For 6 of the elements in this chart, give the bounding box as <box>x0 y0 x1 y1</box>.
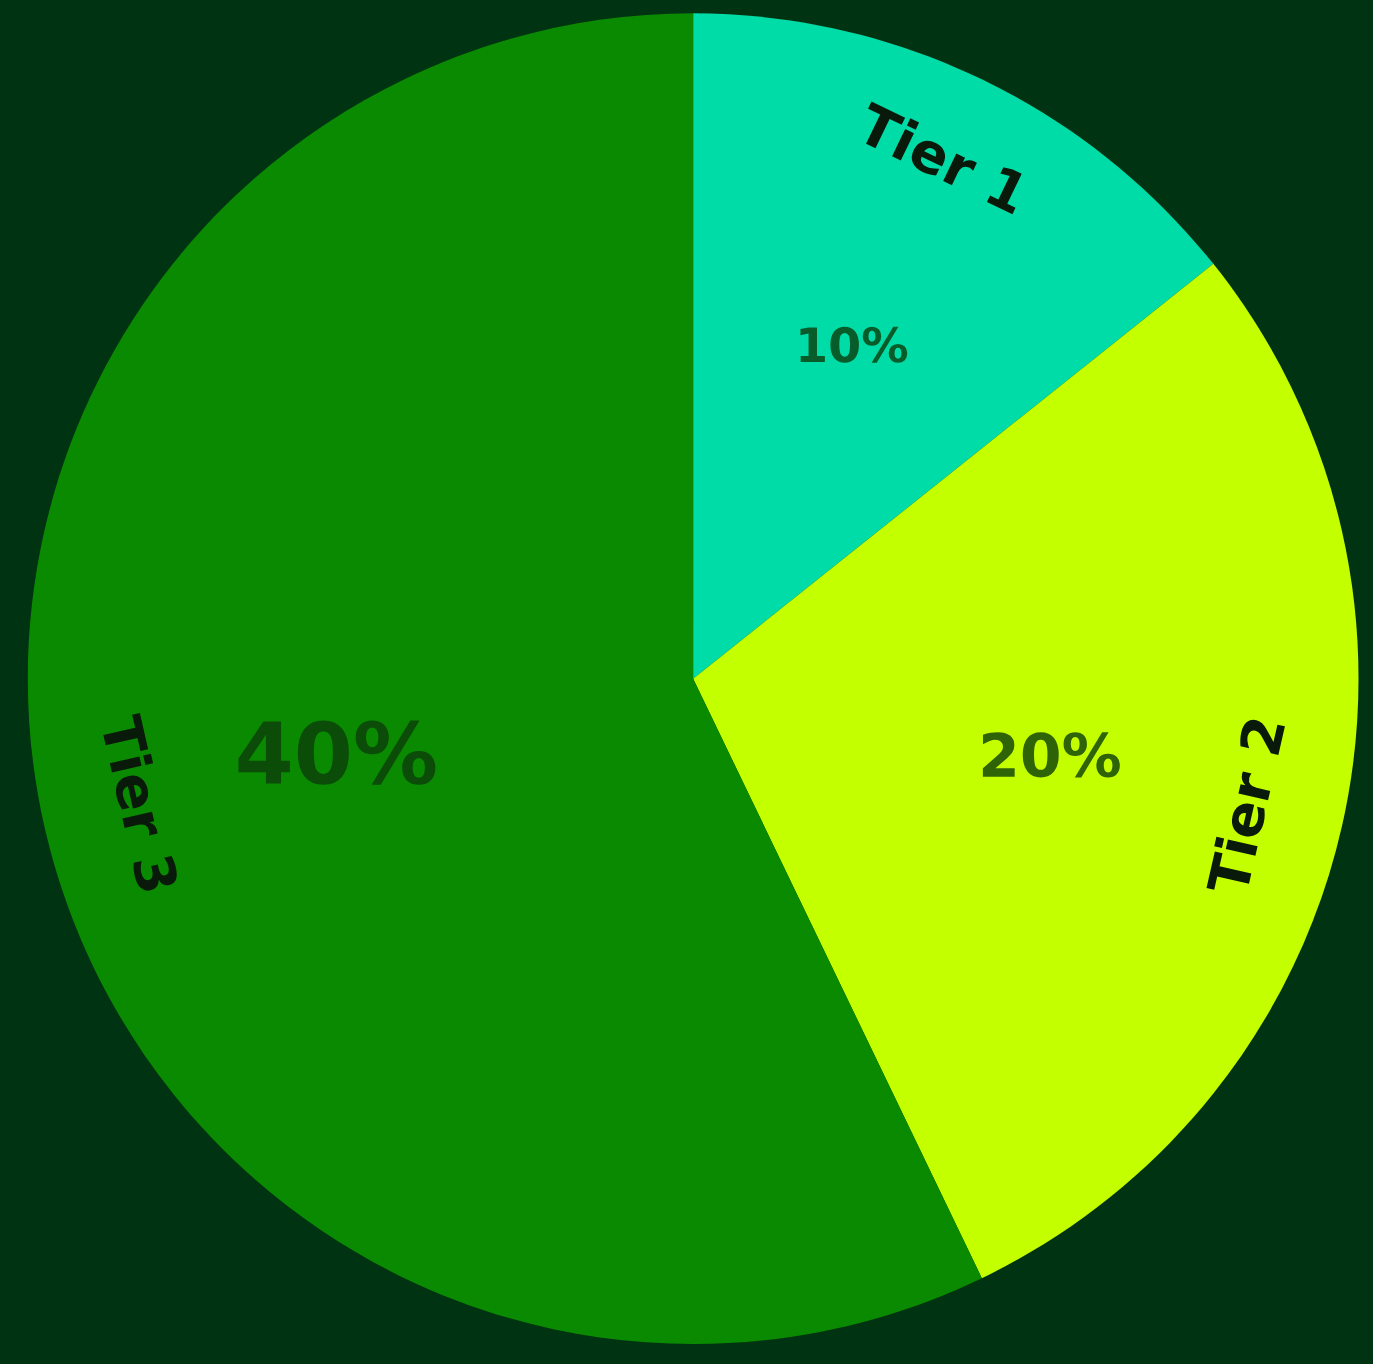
slice-label: Tier 2 <box>1204 716 1286 898</box>
slice-label: Tier 1 <box>853 99 1031 216</box>
slice-label: Tier 3 <box>99 712 181 894</box>
data-label: 20% <box>982 732 1120 778</box>
data-label: 10% <box>800 326 908 363</box>
data-label: 40% <box>238 720 436 785</box>
